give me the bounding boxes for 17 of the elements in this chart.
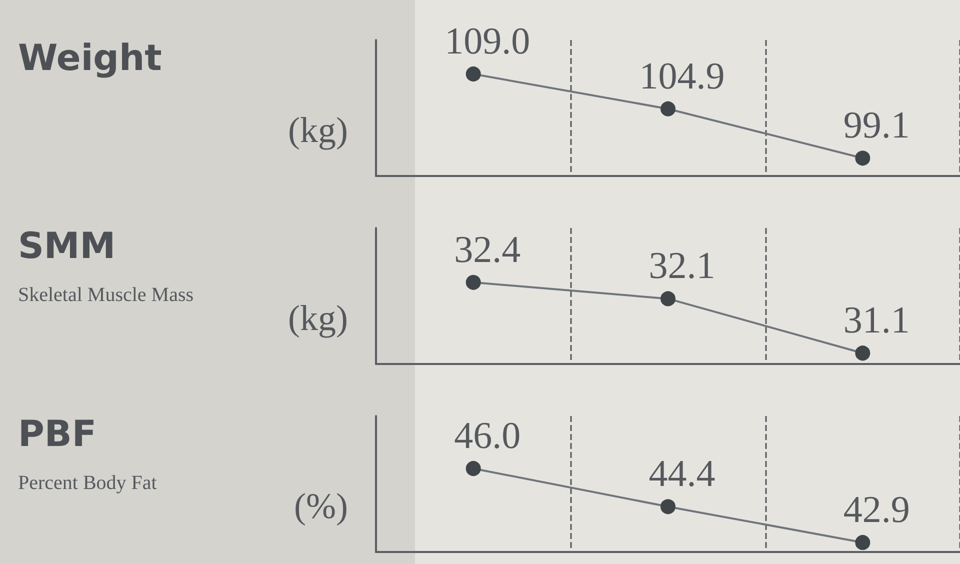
data-label: 44.4 [648,453,716,496]
text: SMM [18,226,116,267]
data-label: 42.9 [843,488,910,531]
data-label: 32.1 [648,245,716,288]
data-label: 32.4 [454,228,521,271]
data-label: 99.1 [843,104,910,147]
chart-title: Weight [18,38,162,79]
data-label: 46.0 [454,414,521,457]
text: Skeletal Muscle Mass [18,284,194,307]
data-label: 109.0 [444,20,530,62]
y-axis-title: (kg) [288,298,348,338]
text: PBF [18,414,96,455]
y-axis-title: (kg) [288,110,348,150]
data-label: 31.1 [843,300,910,342]
y-axis-title: (%) [294,486,348,526]
text: Percent Body Fat [18,472,157,495]
data-label: 104.9 [639,55,725,98]
